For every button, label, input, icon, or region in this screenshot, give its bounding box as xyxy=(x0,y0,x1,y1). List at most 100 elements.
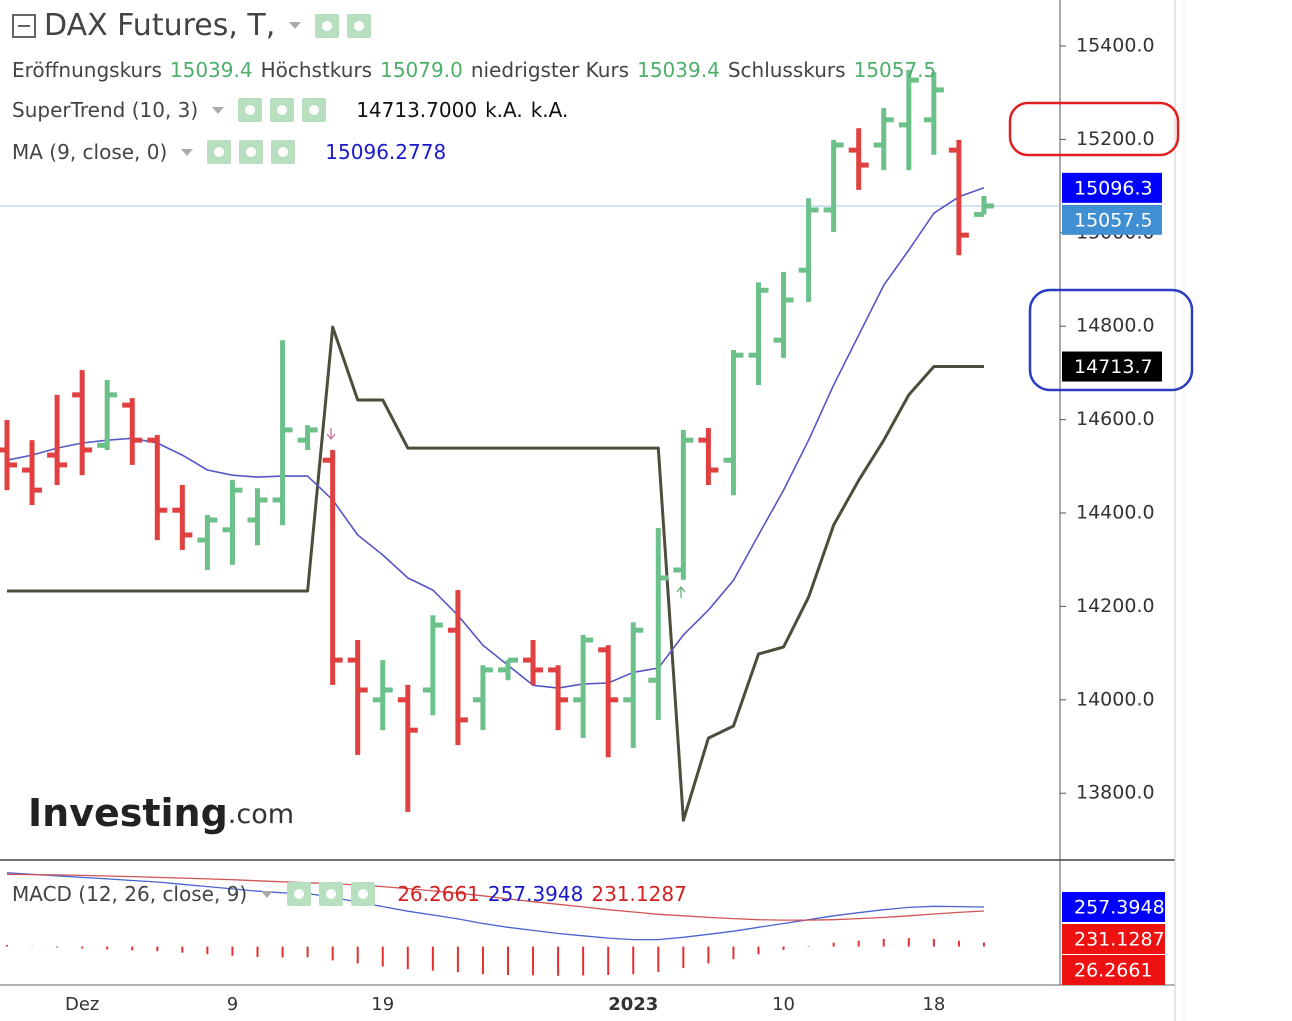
close-icon[interactable] xyxy=(351,882,376,906)
bar-close xyxy=(933,87,944,93)
bar-open xyxy=(397,697,408,703)
bar-open xyxy=(523,657,534,663)
dropdown[interactable] xyxy=(261,890,274,898)
x-tick-label: 9 xyxy=(227,994,238,1015)
watermark: Investing.com xyxy=(28,791,294,835)
bar-range xyxy=(705,428,711,485)
bar-range xyxy=(455,590,461,746)
indicator-name: MACD (12, 26, close, 9) xyxy=(12,882,248,906)
indicator-name: MA (9, close, 0) xyxy=(12,140,168,164)
bar-close xyxy=(432,622,443,628)
value-box xyxy=(1062,923,1165,954)
eye-icon[interactable] xyxy=(315,13,340,38)
value-box xyxy=(1062,204,1162,235)
close-icon[interactable] xyxy=(271,140,296,164)
bar-range xyxy=(179,484,185,550)
bar-close xyxy=(157,507,168,513)
eye-icon[interactable] xyxy=(287,882,312,906)
indicator-readout: k.A. xyxy=(485,98,523,122)
y-tick-label: 13800.0 xyxy=(1076,782,1155,804)
bar-close xyxy=(783,297,794,303)
legend-macd-row: MACD (12, 26, close, 9) 26.2661 257.3948 2… xyxy=(12,882,687,906)
bar-range xyxy=(831,139,837,232)
bar-close xyxy=(558,697,569,703)
bar-close xyxy=(107,392,118,398)
value-box-label: 15096.3 xyxy=(1074,177,1153,199)
bar-range xyxy=(580,634,586,739)
bar-open xyxy=(573,697,584,703)
indicator-readout: 14713.7000 xyxy=(356,98,478,122)
bar-open xyxy=(673,567,684,573)
bar-range xyxy=(730,350,736,496)
bar-range xyxy=(655,527,661,720)
indicator-readout: 257.3948 xyxy=(487,882,584,906)
x-tick-label: Dez xyxy=(65,994,99,1015)
legend-ohlc-row: Eröffnungskurs 15039.4 Höchstkurs 15079.0 … xyxy=(12,58,936,82)
bar-open xyxy=(0,447,7,453)
readout-name: Schlusskurs xyxy=(727,58,846,82)
gear-icon[interactable] xyxy=(319,882,344,906)
value-box-label: 15057.5 xyxy=(1074,209,1153,231)
bar-range xyxy=(881,108,887,171)
bar-range xyxy=(104,379,110,450)
bar-close xyxy=(357,687,368,693)
gear-icon[interactable] xyxy=(347,13,372,38)
y-tick-label: 14000.0 xyxy=(1076,688,1155,710)
bar-range xyxy=(355,640,361,755)
bar-range xyxy=(54,394,60,485)
bar-close xyxy=(257,497,268,503)
bar-open xyxy=(823,207,834,213)
bar-open xyxy=(247,517,258,523)
dropdown[interactable] xyxy=(181,148,194,156)
bar-open xyxy=(22,467,33,473)
bar-range xyxy=(154,435,160,541)
x-tick-label: 10 xyxy=(772,994,795,1015)
moving-average-line xyxy=(6,187,985,689)
bar-close xyxy=(958,232,969,238)
bar-open xyxy=(147,437,158,443)
bar-close xyxy=(683,437,694,443)
eye-icon[interactable] xyxy=(207,140,232,164)
readout-value: 15079.0 xyxy=(380,58,463,82)
dropdown[interactable] xyxy=(212,106,225,114)
bar-range xyxy=(4,420,10,491)
gear-icon[interactable] xyxy=(270,98,295,122)
x-tick-label: 19 xyxy=(371,994,394,1015)
indicator-readout: k.A. xyxy=(530,98,569,122)
gear-icon[interactable] xyxy=(239,140,264,164)
watermark-suffix: .com xyxy=(228,799,294,830)
y-tick-label: 15200.0 xyxy=(1076,128,1155,150)
bar-open xyxy=(498,667,508,673)
legend-supertrend-row: SuperTrend (10, 3) 14713.7000 k.A. k.A. xyxy=(12,98,568,122)
bar-range xyxy=(129,398,135,465)
bar-open xyxy=(923,117,934,123)
bar-close xyxy=(32,487,43,493)
bar-close xyxy=(457,717,468,723)
bar-open xyxy=(447,627,458,633)
bar-close xyxy=(858,162,869,168)
bar-close xyxy=(307,427,318,433)
y-tick-label: 14200.0 xyxy=(1076,595,1155,617)
value-box xyxy=(1062,955,1165,985)
bar-range xyxy=(380,660,386,731)
value-box xyxy=(1062,351,1162,382)
bar-open xyxy=(773,337,784,343)
dropdown[interactable] xyxy=(289,22,302,29)
bar-close xyxy=(332,657,343,663)
bar-open xyxy=(272,497,283,503)
bar-range xyxy=(229,479,235,565)
collapse-button[interactable] xyxy=(12,13,36,38)
y-tick-label: 14800.0 xyxy=(1076,315,1155,337)
close-icon[interactable] xyxy=(302,98,327,122)
bar-range xyxy=(630,622,636,748)
bar-range xyxy=(906,69,912,171)
bar-open xyxy=(948,147,959,153)
bar-open xyxy=(172,507,183,513)
bar-close xyxy=(658,575,669,581)
highlight-blue xyxy=(1028,288,1194,392)
bar-open xyxy=(72,392,83,398)
bar-close xyxy=(232,487,243,493)
bar-close xyxy=(482,667,493,673)
indicator-readout: 231.1287 xyxy=(591,882,687,906)
eye-icon[interactable] xyxy=(238,98,263,122)
